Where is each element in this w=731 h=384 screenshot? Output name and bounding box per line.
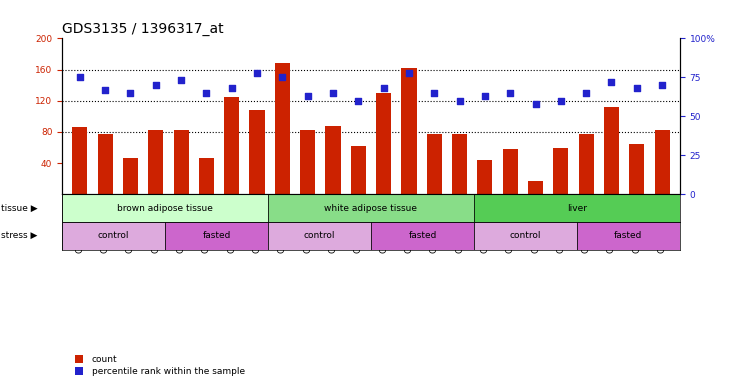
Point [605,79,617,85]
Bar [503,149,518,194]
Text: fasted: fasted [614,231,643,240]
Bar [199,158,214,194]
Point [479,93,491,99]
Bar [376,93,391,194]
Point [327,90,339,96]
Point [656,82,668,88]
Text: control: control [98,231,129,240]
Bar [165,222,268,250]
Point [428,90,440,96]
Bar [325,126,341,194]
Text: GDS3135 / 1396317_at: GDS3135 / 1396317_at [62,22,224,36]
Point [530,101,542,107]
Bar [62,194,268,222]
Bar [427,134,442,194]
Text: brown adipose tissue: brown adipose tissue [117,204,213,213]
Text: stress ▶: stress ▶ [1,231,37,240]
Point [251,70,263,76]
Bar [528,181,543,194]
Text: fasted: fasted [409,231,436,240]
Point [302,93,314,99]
Text: fasted: fasted [202,231,231,240]
Point [403,70,414,76]
Bar [62,222,165,250]
Bar [629,144,645,194]
Point [150,82,162,88]
Bar [268,194,474,222]
Text: white adipose tissue: white adipose tissue [325,204,417,213]
Bar [351,146,366,194]
Bar [654,131,670,194]
Bar [604,107,619,194]
Bar [452,134,467,194]
Point [99,87,111,93]
Point [378,85,390,91]
Bar [371,222,474,250]
Bar [474,194,680,222]
Point [631,85,643,91]
Point [352,98,364,104]
Bar [268,222,371,250]
Bar [578,134,594,194]
Bar [97,134,113,194]
Bar [148,131,164,194]
Bar [275,63,290,194]
Point [125,90,137,96]
Point [276,74,288,81]
Bar [401,68,417,194]
Bar [123,158,138,194]
Point [504,90,516,96]
Text: tissue ▶: tissue ▶ [1,204,37,213]
Point [175,78,187,84]
Point [226,85,238,91]
Text: control: control [510,231,541,240]
Bar [553,147,569,194]
Bar [474,222,577,250]
Bar [224,97,239,194]
Text: control: control [304,231,336,240]
Text: liver: liver [567,204,587,213]
Point [580,90,592,96]
Point [454,98,466,104]
Bar [300,131,315,194]
Bar [477,160,493,194]
Bar [173,131,189,194]
Bar [577,222,680,250]
Point [555,98,567,104]
Point [74,74,86,81]
Bar [72,127,88,194]
Legend: count, percentile rank within the sample: count, percentile rank within the sample [67,352,249,379]
Point [200,90,212,96]
Bar [249,110,265,194]
